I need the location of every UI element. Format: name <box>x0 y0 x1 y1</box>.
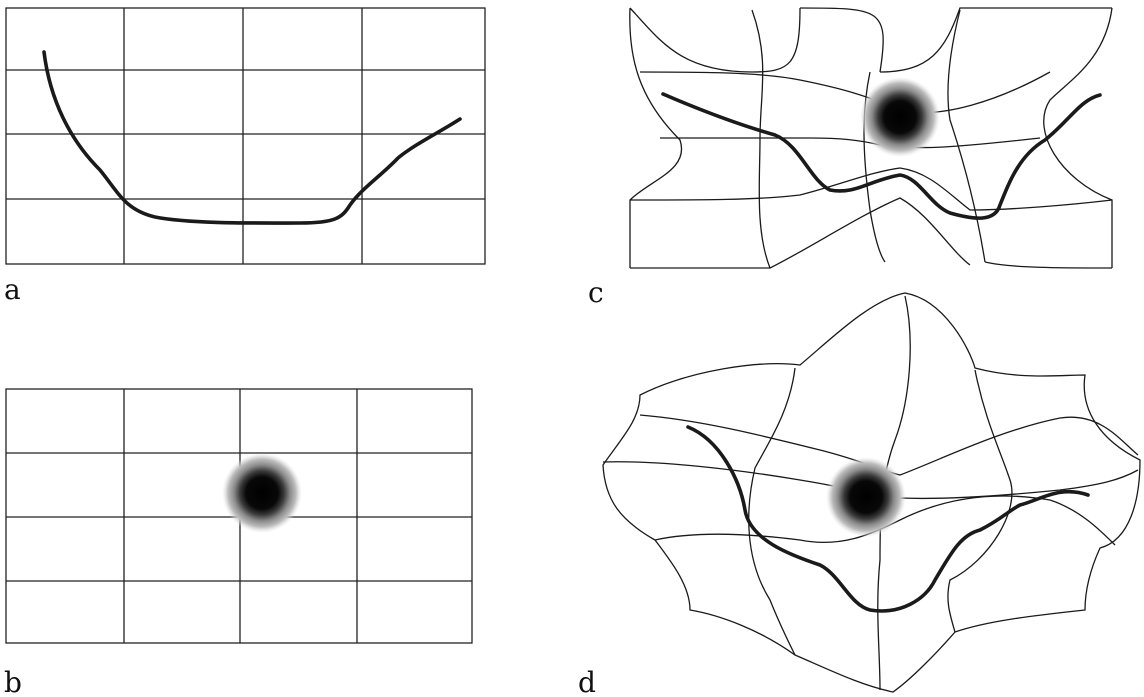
panel-a-label: a <box>4 273 21 306</box>
panel-c-warped-grid <box>629 7 1113 269</box>
panel-c-label: c <box>588 276 604 309</box>
panel-a: a <box>4 7 486 306</box>
panel-b-mass <box>222 453 302 533</box>
panel-d: d <box>578 292 1141 697</box>
panel-c: c <box>588 7 1113 309</box>
panel-c-worldline <box>661 92 1102 220</box>
panel-a-grid <box>5 7 486 265</box>
panel-c-mass <box>860 77 940 157</box>
panel-d-mass <box>826 457 906 537</box>
panel-b: b <box>4 388 473 697</box>
panel-d-worldline <box>686 425 1090 613</box>
panel-b-label: b <box>4 666 22 697</box>
panel-d-label: d <box>578 666 596 697</box>
panel-a-worldline <box>42 50 462 225</box>
